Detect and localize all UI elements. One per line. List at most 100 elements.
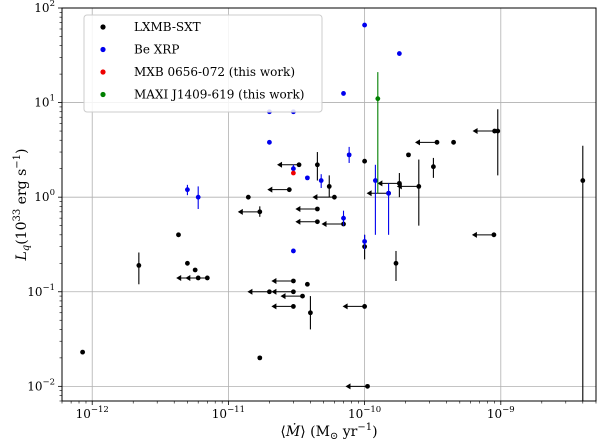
legend-items: LXMB-SXT Be XRP MXB 0656-072 (this work) MA… [100,20,304,102]
lxmb-sxt-point [451,139,456,145]
legend-label: LXMB-SXT [134,20,201,34]
lxmb-sxt-point [300,293,305,299]
lxmb-sxt-limit-arrowhead [414,139,420,146]
lxmb-sxt-point [176,232,181,238]
be-xrp-point [346,152,352,158]
be-xrp-point [318,178,324,183]
lxmb-sxt-point [362,158,368,164]
y-tick-label: 10−1 [27,283,55,299]
legend-marker [100,69,106,75]
lxmb-sxt-limit-arrowhead [321,221,327,228]
x-tick-label: 10−10 [348,405,381,421]
lxmb-sxt-point [365,383,370,389]
lxmb-sxt-limit-arrowhead [396,183,402,190]
lxmb-sxt-point [204,275,210,281]
legend: LXMB-SXT Be XRP MXB 0656-072 (this work) MA… [83,14,323,113]
marks-layer [80,22,586,401]
be-xrp-point [396,51,402,56]
lxmb-sxt-point [195,275,201,281]
lxmb-sxt-point [290,289,296,295]
lxmb-sxt-limit-arrowhead [472,128,478,135]
maxi-j1409-619-this-work-point [375,96,381,102]
y-tick-label: 100 [34,188,55,204]
y-tick-label: 101 [34,94,55,110]
lxmb-sxt-point [267,289,272,295]
lxmb-sxt-limit-arrowhead [366,190,372,197]
lxmb-sxt-point [393,260,399,266]
be-xrp-point [290,166,296,172]
lxmb-sxt-limit-arrowhead [345,383,351,390]
lxmb-sxt-point [495,128,501,134]
lxmb-sxt-limit-arrowhead [280,293,286,300]
be-xrp-point [362,239,368,244]
lxmb-sxt-limit-arrowhead [271,303,277,310]
x-axis-title: ⟨Ṁ⟩ (M⊙ yr−1) [280,422,377,441]
lxmb-sxt-point [326,183,332,189]
y-tick-label: 102 [34,0,55,15]
ticks-layer: 10−12 10−11 10−10 10−9 10−2 10−1 100 101 102 [27,0,597,421]
legend-label: Be XRP [134,43,179,57]
lxmb-sxt-point [431,164,436,170]
lxmb-sxt-point [136,262,142,268]
lxmb-sxt-limit-arrowhead [237,208,243,215]
lxmb-sxt-point [331,194,337,200]
lxmb-sxt-point [80,349,86,355]
lxmb-sxt-point [491,232,497,238]
lxmb-sxt-point [304,281,310,287]
lxmb-sxt-point [245,194,251,200]
lxmb-sxt-limit-arrowhead [377,180,383,187]
be-xrp-point [341,215,346,221]
lxmb-sxt-limit-arrowhead [176,274,182,281]
lxmb-sxt-point [308,310,313,316]
be-xrp-point [386,190,391,196]
lxmb-sxt-limit-arrowhead [277,161,283,168]
x-tick-label: 10−11 [212,405,245,421]
mxb-0656-072-this-work-point [290,170,296,176]
legend-label: MXB 0656-072 (this work) [134,65,295,79]
be-xrp-point [290,248,296,254]
lxmb-sxt-point [362,304,368,309]
be-xrp-point [304,175,310,181]
legend-label: MAXI J1409-619 (this work) [134,88,304,102]
lxmb-sxt-point [296,162,302,168]
lxmb-sxt-limit-arrowhead [267,186,273,193]
lxmb-sxt-point [290,304,296,309]
lxmb-sxt-point [416,183,422,189]
lxmb-sxt-limit-arrowhead [342,303,348,310]
lxmb-sxt-limit-arrowhead [295,205,301,212]
lxmb-sxt-limit-arrowhead [471,231,477,238]
be-xrp-point [267,139,272,145]
be-xrp-point [341,91,346,96]
be-xrp-point [195,194,201,200]
lxmb-sxt-point [580,178,586,183]
be-xrp-point [362,22,368,28]
legend-box [83,14,323,113]
x-tick-label: 10−12 [76,405,109,421]
lxmb-sxt-point [314,206,320,212]
be-xrp-point [372,178,378,183]
be-xrp-point [185,187,190,193]
legend-marker [100,24,106,30]
lxmb-sxt-point [192,267,198,273]
y-axis-title: Lq(1033 erg s−1) [12,149,32,262]
lxmb-sxt-point [185,260,190,266]
legend-marker [100,46,106,53]
lxmb-sxt-point [257,209,263,215]
y-tick-label: 10−2 [27,377,55,393]
legend-marker [100,91,106,98]
lxmb-sxt-limit-arrowhead [295,218,301,225]
lxmb-sxt-point [290,278,296,284]
lxmb-sxt-limit-arrowhead [247,288,253,295]
lxmb-sxt-limit-arrowhead [271,288,277,295]
lxmb-sxt-point [286,187,292,193]
lxmb-sxt-point [406,152,411,158]
plot-frame [61,7,597,402]
lxmb-sxt-point [434,139,440,145]
lxmb-sxt-limit-arrowhead [312,194,318,201]
lxmb-sxt-point [257,355,263,361]
lxmb-sxt-limit-arrowhead [271,277,277,284]
lxmb-sxt-point [314,162,320,168]
x-tick-label: 10−9 [487,405,515,421]
lxmb-sxt-point [314,219,320,225]
